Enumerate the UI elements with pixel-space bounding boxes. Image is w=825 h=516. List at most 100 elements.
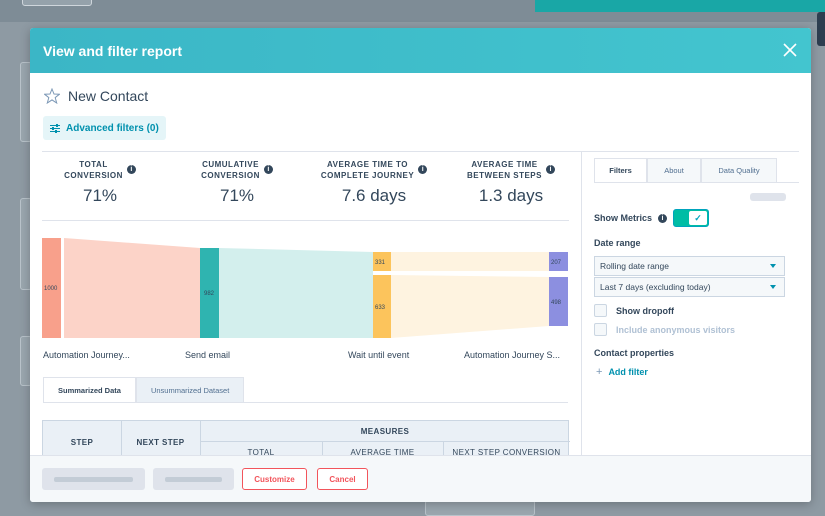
step-label: Automation Journey... (43, 350, 130, 360)
node-step3-bottom[interactable] (373, 275, 391, 338)
node-value: 331 (375, 260, 386, 266)
metric-label: TOTAL (79, 160, 108, 169)
tab-about[interactable]: About (647, 158, 701, 183)
panel-divider (581, 152, 582, 455)
tab-data-quality[interactable]: Data Quality (701, 158, 777, 183)
metric-value: 71% (219, 186, 255, 205)
metric-label: AVERAGE TIME (471, 160, 538, 169)
table-subheader: NEXT STEP CONVERSION (452, 448, 561, 457)
include-anonymous-label: Include anonymous visitors (616, 324, 736, 335)
metric-value: 1.3 days (478, 186, 544, 205)
modal-header: View and filter report (30, 28, 811, 73)
table-divider (322, 441, 323, 461)
tab-unsummarized-dataset[interactable]: Unsummarized Dataset (135, 377, 245, 403)
background-button (22, 0, 92, 6)
summary-table: STEP NEXT STEP MEASURES TOTAL AVERAGE TI… (42, 420, 570, 461)
date-range-type-select[interactable]: Rolling date range (594, 256, 785, 276)
date-range-value-select[interactable]: Last 7 days (excluding today) (594, 277, 785, 297)
date-range-label: Date range (594, 238, 641, 248)
advanced-filters-button[interactable]: Advanced filters (0) (43, 116, 166, 140)
flow-step3-to-step4-bottom (391, 275, 549, 338)
table-subheader: AVERAGE TIME (350, 448, 415, 457)
node-value: 633 (375, 305, 386, 311)
table-subheader: TOTAL (247, 448, 275, 457)
filter-sliders-icon (50, 123, 60, 133)
modal-title: View and filter report (43, 42, 182, 59)
info-icon[interactable]: i (658, 213, 668, 223)
metric-value: 71% (82, 186, 118, 205)
show-dropoff-label: Show dropoff (616, 305, 674, 316)
metric-cumulative-conversion: CUMULATIVE CONVERSION i 71% (167, 159, 307, 206)
show-metrics-toggle[interactable]: ✓ (673, 209, 710, 227)
flow-step2-to-step3 (219, 248, 373, 338)
modal-footer: Customize Cancel (30, 455, 811, 502)
plus-icon: + (596, 366, 603, 378)
table-divider (443, 441, 444, 461)
node-value: 1000 (44, 286, 58, 292)
node-step4-bottom[interactable] (549, 277, 568, 326)
step-label: Automation Journey S... (464, 350, 561, 360)
tab-filters[interactable]: Filters (594, 158, 647, 183)
divider (42, 220, 569, 221)
contact-name: New Contact (68, 88, 149, 104)
table-header-measures: MEASURES (360, 427, 410, 436)
journey-sankey-chart: 1000 982 331 633 207 498 (42, 238, 568, 338)
customize-button[interactable]: Customize (242, 468, 307, 490)
placeholder-button[interactable] (153, 468, 234, 490)
advanced-filters-label: Advanced filters (0) (66, 122, 159, 134)
metric-total-conversion: TOTAL CONVERSION i 71% (30, 159, 170, 206)
step-label: Send email (185, 350, 231, 360)
check-icon: ✓ (689, 211, 708, 225)
date-range-type-value: Rolling date range (600, 261, 669, 271)
node-value: 982 (204, 291, 215, 297)
table-header-step: STEP (70, 438, 94, 447)
info-icon[interactable]: i (126, 165, 136, 174)
cancel-button[interactable]: Cancel (317, 468, 368, 490)
metric-label: BETWEEN STEPS (467, 171, 542, 180)
step-label: Wait until event (348, 350, 410, 360)
node-value: 207 (551, 260, 562, 266)
info-icon[interactable]: i (418, 165, 428, 174)
metric-average-time-steps: AVERAGE TIME BETWEEN STEPS i 1.3 days (441, 159, 581, 206)
node-step1[interactable] (42, 238, 61, 338)
background-teal-bar (535, 0, 825, 12)
show-dropoff-checkbox[interactable] (594, 304, 607, 317)
metric-average-time-journey: AVERAGE TIME TO COMPLETE JOURNEY i 7.6 da… (304, 159, 444, 206)
flow-step1-to-step2 (64, 238, 200, 338)
metric-value: 7.6 days (341, 186, 407, 205)
show-metrics-label: Show Metrics (594, 213, 653, 223)
panel-tabs: Filters About Data Quality (594, 158, 777, 183)
table-header-next-step: NEXT STEP (136, 438, 185, 447)
info-icon[interactable]: i (545, 165, 555, 174)
node-step3-top[interactable] (373, 252, 391, 271)
caret-down-icon (770, 264, 776, 268)
metric-label: COMPLETE JOURNEY (320, 171, 415, 180)
flow-step3-to-step4-top (391, 252, 549, 271)
close-icon[interactable] (781, 41, 799, 59)
contact-properties-label: Contact properties (594, 348, 675, 358)
contact-title-row: New Contact (44, 88, 148, 104)
background-side-tab (817, 12, 825, 46)
placeholder-button[interactable] (42, 468, 145, 490)
node-step2[interactable] (200, 248, 219, 338)
data-tabs: Summarized Data Unsummarized Dataset (43, 377, 245, 403)
loading-placeholder (750, 193, 786, 201)
metric-label: CUMULATIVE (202, 160, 259, 169)
add-filter-button[interactable]: + Add filter (596, 366, 648, 378)
info-icon[interactable]: i (263, 165, 273, 174)
star-icon[interactable] (44, 88, 60, 104)
caret-down-icon (770, 285, 776, 289)
report-modal: View and filter report New Contact Advan… (30, 28, 811, 502)
node-step4-top[interactable] (549, 252, 568, 271)
tabs-underline (43, 402, 568, 403)
include-anonymous-checkbox[interactable] (594, 323, 607, 336)
tab-summarized-data[interactable]: Summarized Data (43, 377, 136, 403)
background-card (425, 500, 535, 516)
show-metrics-row: Show Metrics i ✓ (594, 209, 710, 227)
metric-label: CONVERSION (64, 171, 123, 180)
show-dropoff-row: Show dropoff (594, 304, 674, 317)
table-divider (121, 421, 122, 461)
metric-label: AVERAGE TIME TO (327, 160, 408, 169)
date-range-value: Last 7 days (excluding today) (600, 282, 711, 292)
include-anonymous-row: Include anonymous visitors (594, 323, 735, 336)
